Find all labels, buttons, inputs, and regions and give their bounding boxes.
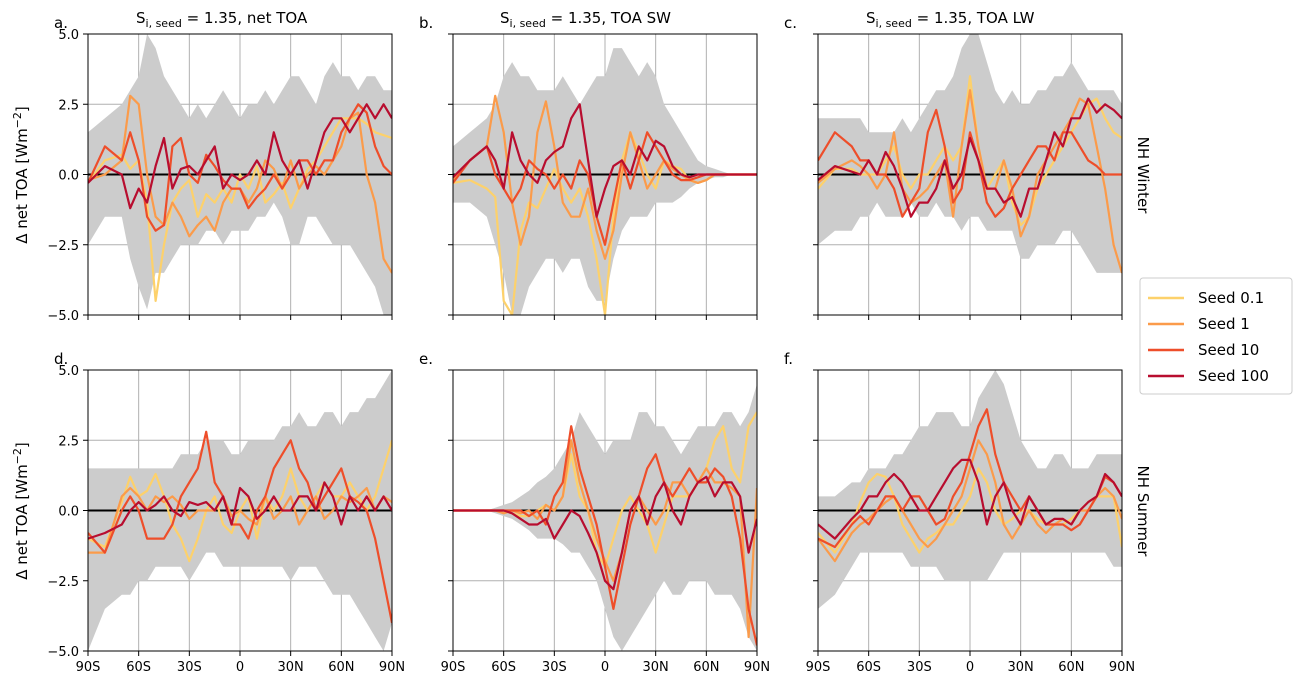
row-label-nh-summer: NH Summer bbox=[1134, 466, 1152, 558]
column-titles: Si, seed = 1.35, net TOA Si, seed = 1.35… bbox=[136, 9, 1035, 30]
panel-label: d. bbox=[54, 350, 68, 368]
x-tick-label: 30S bbox=[907, 660, 932, 675]
x-tick-label: 0 bbox=[966, 660, 974, 675]
x-tick-label: 0 bbox=[236, 660, 244, 675]
legend-items: Seed 0.1 Seed 1 Seed 10 Seed 100 bbox=[1148, 289, 1269, 385]
panel-2: b. bbox=[419, 14, 758, 320]
x-tick-label: 90N bbox=[744, 660, 770, 675]
spread-band bbox=[453, 384, 757, 651]
panel-1: −5.0 −2.5 0.0 2.5 5.0a. bbox=[47, 14, 393, 324]
series-line-seed-10 bbox=[88, 103, 392, 232]
panel-6: 90S 60S 30S 0 30N 60N 90N f. bbox=[784, 350, 1135, 675]
x-tick-label: 0 bbox=[601, 660, 609, 675]
panel-label: c. bbox=[784, 14, 797, 32]
x-tick-label: 60N bbox=[1058, 660, 1084, 675]
series-line-seed-100 bbox=[88, 103, 392, 210]
panel-label: b. bbox=[419, 14, 433, 32]
series-line-seed-10 bbox=[453, 425, 757, 646]
x-tick-label: 90N bbox=[1109, 660, 1135, 675]
title-col-2: Si, seed = 1.35, TOA SW bbox=[500, 9, 671, 30]
x-tick-label: 60S bbox=[126, 660, 151, 675]
spread-band bbox=[818, 370, 1122, 609]
y-tick-label: 2.5 bbox=[58, 434, 79, 449]
legend-label: Seed 1 bbox=[1198, 315, 1250, 333]
y-tick-label: −2.5 bbox=[47, 575, 79, 590]
series-line-seed-100 bbox=[453, 475, 757, 591]
y-axis-label-top: Δ net TOA [Wm−2] bbox=[11, 106, 31, 244]
legend-label: Seed 10 bbox=[1198, 341, 1259, 359]
series-line-seed-1 bbox=[818, 89, 1122, 274]
x-tick-label: 60N bbox=[328, 660, 354, 675]
y-tick-label: −2.5 bbox=[47, 239, 79, 254]
x-tick-label: 30N bbox=[278, 660, 304, 675]
row-label-nh-winter: NH Winter bbox=[1134, 137, 1152, 215]
title-col-3: Si, seed = 1.35, TOA LW bbox=[866, 9, 1035, 30]
spread-band bbox=[453, 48, 757, 315]
y-tick-label: 5.0 bbox=[58, 364, 79, 379]
series-line-seed-0-1 bbox=[453, 411, 757, 568]
panel-label: a. bbox=[54, 14, 68, 32]
x-tick-label: 60N bbox=[693, 660, 719, 675]
panel-label: e. bbox=[419, 350, 433, 368]
series-line-seed-0-1 bbox=[88, 117, 392, 302]
series-line-seed-100 bbox=[818, 458, 1122, 540]
legend-label: Seed 100 bbox=[1198, 367, 1269, 385]
legend-frame bbox=[1139, 277, 1293, 395]
series-line-seed-1 bbox=[88, 94, 392, 274]
y-tick-label: −5.0 bbox=[47, 645, 79, 660]
series-line-seed-100 bbox=[453, 103, 757, 218]
series-line-seed-1 bbox=[453, 439, 757, 639]
x-tick-label: 30N bbox=[1008, 660, 1034, 675]
series-line-seed-1 bbox=[88, 486, 392, 554]
series-line-seed-100 bbox=[818, 97, 1122, 218]
panels-group: −5.0−2.50.02.55.0a. b. c.90S 60S 30S 0 30N 60N 9… bbox=[47, 14, 1135, 675]
series-line-seed-1 bbox=[453, 94, 757, 260]
y-tick-label: 0.0 bbox=[58, 169, 79, 184]
y-tick-label: 2.5 bbox=[58, 98, 79, 113]
y-tick-label: −5.0 bbox=[47, 309, 79, 324]
y-tick-label: 5.0 bbox=[58, 28, 79, 43]
y-axis-label-bottom: Δ net TOA [Wm−2] bbox=[11, 442, 31, 580]
series-line-seed-10 bbox=[818, 408, 1122, 549]
series-line-seed-10 bbox=[88, 430, 392, 624]
legend-label: Seed 0.1 bbox=[1198, 289, 1264, 307]
x-tick-label: 90S bbox=[76, 660, 101, 675]
spread-band bbox=[818, 34, 1122, 273]
series-line-seed-0-1 bbox=[818, 467, 1122, 554]
x-tick-label: 30N bbox=[643, 660, 669, 675]
x-tick-label: 30S bbox=[542, 660, 567, 675]
title-col-1: Si, seed = 1.35, net TOA bbox=[136, 9, 308, 30]
series-line-seed-100 bbox=[88, 481, 392, 540]
panel-5: 90S 60S 30S 0 30N 60N 90N e. bbox=[419, 350, 770, 675]
x-tick-label: 90N bbox=[379, 660, 405, 675]
panel-label: f. bbox=[784, 350, 793, 368]
x-tick-label: 60S bbox=[856, 660, 881, 675]
x-tick-label: 90S bbox=[441, 660, 466, 675]
x-tick-label: 90S bbox=[806, 660, 831, 675]
x-tick-label: 60S bbox=[491, 660, 516, 675]
legend: Seed 0.1 Seed 1 Seed 10 Seed 100 bbox=[1139, 277, 1293, 395]
x-tick-label: 30S bbox=[177, 660, 202, 675]
panel-4: 90S 60S 30S 0 30N 60N 90N −5.0 −2.5 0.0 2.5 5.0d. bbox=[47, 350, 405, 675]
y-tick-label: 0.0 bbox=[58, 505, 79, 520]
panel-3: c. bbox=[784, 14, 1123, 320]
